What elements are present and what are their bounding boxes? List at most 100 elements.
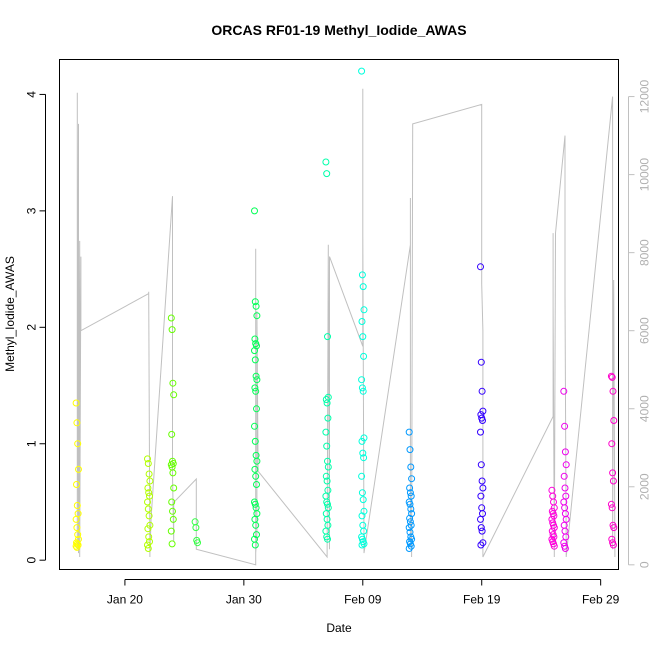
- data-point: [324, 500, 331, 508]
- data-point: [550, 533, 558, 541]
- data-point: [323, 477, 331, 485]
- data-point: [322, 396, 330, 403]
- data-point: [405, 428, 413, 436]
- data-point: [168, 498, 176, 506]
- data-point: [194, 539, 201, 547]
- data-point: [253, 481, 260, 488]
- y-tick-label: 2: [25, 324, 39, 331]
- data-point: [251, 298, 259, 306]
- data-point: [169, 507, 176, 515]
- data-point: [73, 502, 81, 509]
- data-point: [479, 484, 487, 492]
- data-point: [477, 428, 484, 436]
- data-point: [406, 514, 414, 522]
- data-point: [323, 399, 331, 407]
- data-point: [322, 492, 330, 500]
- data-point: [322, 510, 330, 518]
- data-point: [146, 492, 153, 500]
- plot-frame: [59, 59, 619, 570]
- data-point: [477, 541, 485, 549]
- points-layer: [72, 67, 618, 552]
- data-point: [608, 373, 616, 381]
- x-tick-label: Feb 29: [582, 593, 620, 607]
- data-point: [322, 428, 330, 436]
- y-axis-label: Methyl_Iodide_AWAS: [3, 256, 17, 372]
- data-point: [251, 500, 259, 508]
- y-tick-label: 0: [25, 557, 39, 564]
- data-point: [560, 387, 568, 395]
- data-point: [144, 541, 151, 549]
- data-point: [324, 463, 332, 471]
- data-point: [550, 524, 558, 532]
- data-point: [253, 405, 260, 413]
- data-point: [144, 484, 152, 492]
- data-point: [253, 376, 261, 384]
- data-point: [561, 527, 569, 535]
- data-point: [144, 455, 151, 463]
- data-point: [323, 170, 331, 178]
- data-point: [252, 472, 260, 480]
- y2-tick-label: 8000: [638, 239, 650, 266]
- data-point: [323, 442, 331, 450]
- data-point: [608, 440, 616, 448]
- data-point: [145, 512, 153, 520]
- data-point: [322, 472, 330, 480]
- x-tick-label: Feb 09: [344, 593, 382, 607]
- data-point: [358, 541, 366, 549]
- data-point: [359, 449, 367, 457]
- data-point: [251, 384, 259, 392]
- data-point: [73, 543, 81, 551]
- data-point: [167, 527, 175, 535]
- data-point: [144, 525, 152, 533]
- data-point: [360, 507, 368, 515]
- data-point: [478, 387, 486, 395]
- data-point: [253, 342, 260, 350]
- x-tick-label: Jan 20: [107, 593, 143, 607]
- data-point: [360, 454, 368, 462]
- data-point: [168, 430, 176, 438]
- data-point: [72, 515, 80, 523]
- data-point: [477, 515, 484, 523]
- data-point: [477, 263, 484, 271]
- y-tick-label: 3: [25, 207, 39, 214]
- data-point: [608, 504, 616, 512]
- data-point: [478, 477, 486, 485]
- axes-layer: 0 1 2 3 4 0 2000 4000 6000 8000 10000 12000 Jan 20 Ja…: [25, 80, 650, 607]
- data-point: [322, 527, 330, 535]
- data-point: [406, 489, 414, 497]
- data-point: [561, 484, 569, 492]
- data-point: [253, 457, 261, 465]
- data-point: [479, 407, 487, 415]
- data-point: [477, 461, 485, 469]
- data-point: [251, 347, 258, 355]
- data-point: [406, 528, 414, 536]
- data-point: [251, 422, 258, 430]
- chart-title: ORCAS RF01-19 Methyl_Iodide_AWAS: [211, 22, 466, 38]
- data-point: [253, 531, 260, 539]
- data-point: [145, 470, 153, 478]
- data-point: [358, 384, 366, 392]
- data-point: [146, 538, 153, 546]
- data-point: [252, 302, 260, 310]
- data-point: [144, 545, 152, 552]
- data-point: [74, 531, 82, 539]
- data-point: [73, 481, 80, 488]
- y2-tick-label: 12000: [638, 80, 650, 114]
- data-point: [550, 542, 558, 550]
- data-point: [170, 391, 178, 399]
- data-point: [407, 492, 415, 500]
- data-point: [170, 484, 178, 492]
- data-point: [324, 504, 332, 512]
- data-point: [359, 283, 367, 291]
- data-point: [479, 539, 487, 547]
- data-point: [74, 440, 82, 448]
- data-point: [358, 67, 366, 75]
- data-point: [562, 515, 570, 523]
- data-point: [252, 521, 260, 529]
- x-tick-label: Feb 19: [463, 593, 501, 607]
- y2-tick-label: 10000: [638, 158, 650, 192]
- data-point: [610, 524, 618, 532]
- data-point: [324, 535, 331, 543]
- data-point: [75, 465, 82, 473]
